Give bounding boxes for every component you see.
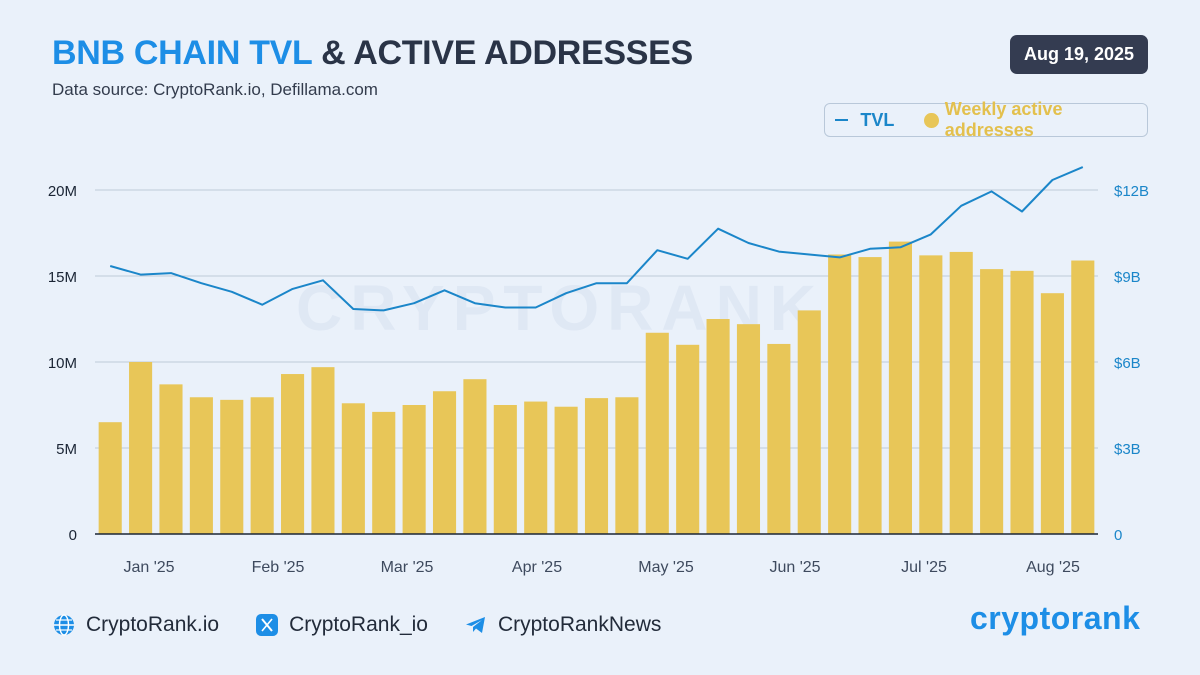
legend-waa: Weekly active addresses	[944, 99, 1063, 140]
footer-telegram[interactable]: CryptoRankNews	[464, 613, 661, 637]
brand-logo: cryptorank	[970, 600, 1141, 636]
bar	[676, 344, 700, 534]
bar	[767, 343, 791, 534]
bar	[888, 241, 912, 534]
x-tick-label: May '25	[638, 559, 694, 576]
title-highlight: BNB CHAIN TVL	[52, 34, 312, 72]
legend-tvl: TVL	[860, 109, 895, 130]
telegram-text: CryptoRankNews	[497, 613, 662, 636]
y-left-tick-label: 10M	[48, 355, 77, 372]
y-right-tick-label: $3B	[1114, 441, 1141, 458]
y-left-tick-label: 0	[69, 527, 77, 544]
y-right-tick-label: 0	[1114, 527, 1122, 544]
globe-icon	[54, 614, 74, 636]
bar	[645, 332, 669, 534]
y-right-tick-label: $6B	[1114, 355, 1141, 372]
bar	[524, 401, 548, 534]
bar	[615, 397, 639, 534]
y-left-tick-label: 5M	[56, 441, 77, 458]
x-tick-label: Jan '25	[123, 559, 174, 576]
x-handle-text: CryptoRank_io	[289, 613, 428, 636]
bar	[372, 411, 396, 534]
bar	[432, 391, 457, 534]
waa-dot-swatch	[924, 112, 939, 128]
x-tick-label: Aug '25	[1026, 559, 1080, 576]
bar	[189, 397, 213, 534]
bar	[1071, 260, 1095, 534]
bar	[493, 405, 517, 534]
bar	[554, 406, 578, 534]
tvl-line	[109, 166, 1084, 312]
bar	[220, 399, 244, 534]
data-source: Data source: CryptoRank.io, Defillama.co…	[52, 80, 378, 99]
x-tick-label: Feb '25	[252, 559, 305, 576]
bars	[98, 241, 1095, 535]
y-right-tick-label: $9B	[1114, 269, 1141, 286]
date-badge: Aug 19, 2025	[1010, 35, 1148, 74]
bar	[463, 379, 487, 534]
x-tick-label: Jul '25	[901, 559, 947, 576]
bar	[402, 405, 426, 534]
x-logo-icon	[256, 614, 279, 636]
website-text: CryptoRank.io	[86, 613, 220, 636]
chart-title: BNB CHAIN TVL & ACTIVE ADDRESSES	[52, 34, 693, 73]
bar	[98, 422, 122, 534]
footer: CryptoRank.io CryptoRank_io CryptoRankNe…	[52, 609, 697, 641]
bar	[828, 254, 852, 534]
bar	[311, 367, 335, 534]
bar	[584, 398, 609, 534]
footer-website[interactable]: CryptoRank.io	[52, 613, 219, 637]
tvl-line-group	[109, 166, 1084, 312]
legend: TVL Weekly active addresses	[824, 99, 1148, 140]
axes: 0 0 5M $3B 10M $6B 15M $9B 20M $12B Jan '25 Feb '25…	[48, 183, 1149, 576]
y-left-tick-label: 15M	[48, 269, 77, 286]
y-left-tick-label: 20M	[48, 183, 77, 200]
footer-x[interactable]: CryptoRank_io	[255, 613, 428, 637]
telegram-icon	[465, 617, 485, 633]
bar	[1040, 293, 1064, 534]
bar	[1010, 270, 1034, 534]
tvl-line-swatch	[835, 119, 849, 121]
bar	[341, 403, 365, 534]
bar	[949, 251, 973, 535]
y-right-tick-label: $12B	[1114, 183, 1149, 200]
bar	[858, 257, 882, 534]
x-tick-label: Jun '25	[769, 559, 820, 576]
title-rest: & ACTIVE ADDRESSES	[311, 34, 693, 72]
bar	[919, 255, 943, 535]
bar	[281, 374, 305, 534]
x-tick-label: Apr '25	[512, 559, 562, 576]
x-tick-label: Mar '25	[381, 559, 434, 576]
bar	[980, 269, 1004, 534]
bar	[250, 397, 274, 534]
bar	[736, 324, 761, 534]
bar	[159, 384, 183, 534]
bar	[706, 319, 730, 534]
bar	[797, 310, 821, 534]
bar	[129, 362, 153, 534]
